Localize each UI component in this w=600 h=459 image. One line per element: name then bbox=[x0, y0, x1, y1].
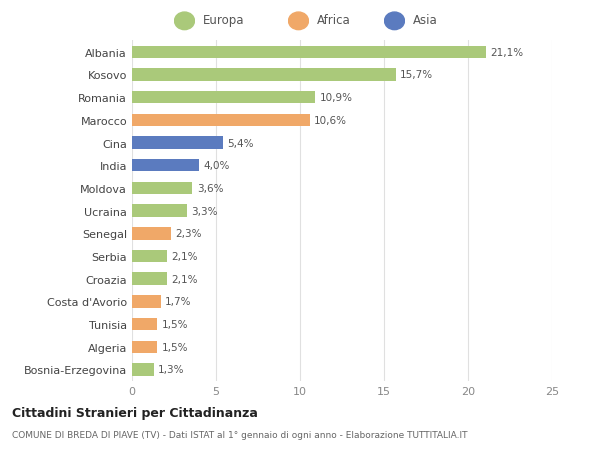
Bar bbox=[132, 160, 199, 172]
Text: 3,6%: 3,6% bbox=[197, 184, 223, 194]
Text: Africa: Africa bbox=[317, 14, 350, 27]
Bar bbox=[132, 205, 187, 218]
Text: Asia: Asia bbox=[413, 14, 437, 27]
Text: 2,3%: 2,3% bbox=[175, 229, 202, 239]
Text: 21,1%: 21,1% bbox=[491, 48, 524, 58]
Bar bbox=[132, 137, 223, 150]
Text: 1,3%: 1,3% bbox=[158, 364, 185, 375]
Bar bbox=[132, 273, 167, 285]
Bar bbox=[132, 364, 154, 376]
Text: 15,7%: 15,7% bbox=[400, 70, 433, 80]
Text: 3,3%: 3,3% bbox=[191, 206, 218, 216]
Bar bbox=[132, 92, 315, 104]
Text: 5,4%: 5,4% bbox=[227, 138, 253, 148]
Text: 10,9%: 10,9% bbox=[319, 93, 352, 103]
Bar bbox=[132, 296, 161, 308]
Text: 4,0%: 4,0% bbox=[203, 161, 230, 171]
Text: 2,1%: 2,1% bbox=[172, 252, 198, 262]
Ellipse shape bbox=[385, 13, 404, 31]
Text: 2,1%: 2,1% bbox=[172, 274, 198, 284]
Text: 1,7%: 1,7% bbox=[165, 297, 191, 307]
Text: 1,5%: 1,5% bbox=[161, 342, 188, 352]
Ellipse shape bbox=[289, 13, 308, 31]
Bar bbox=[132, 182, 193, 195]
Text: COMUNE DI BREDA DI PIAVE (TV) - Dati ISTAT al 1° gennaio di ogni anno - Elaboraz: COMUNE DI BREDA DI PIAVE (TV) - Dati IST… bbox=[12, 431, 467, 440]
Bar bbox=[132, 69, 396, 82]
Bar bbox=[132, 46, 487, 59]
Bar bbox=[132, 250, 167, 263]
Text: Cittadini Stranieri per Cittadinanza: Cittadini Stranieri per Cittadinanza bbox=[12, 406, 258, 419]
Text: 10,6%: 10,6% bbox=[314, 116, 347, 126]
Text: 1,5%: 1,5% bbox=[161, 319, 188, 330]
Bar bbox=[132, 228, 170, 240]
Text: Europa: Europa bbox=[203, 14, 244, 27]
Bar bbox=[132, 318, 157, 330]
Ellipse shape bbox=[175, 13, 194, 31]
Bar bbox=[132, 114, 310, 127]
Bar bbox=[132, 341, 157, 353]
